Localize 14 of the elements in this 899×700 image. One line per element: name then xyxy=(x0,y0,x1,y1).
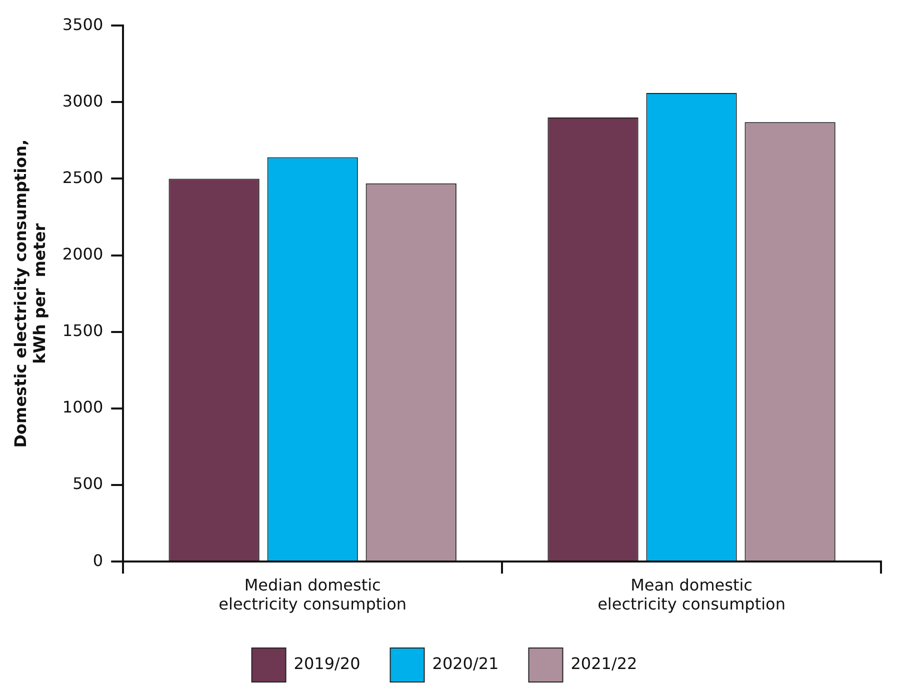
y-tick-label: 0 xyxy=(92,550,104,570)
x-tick-label: Median domestic electricity consumption xyxy=(218,575,407,614)
y-tick-label: 2500 xyxy=(62,168,104,187)
legend-label: 2019/20 xyxy=(294,654,360,674)
legend-label: 2021/22 xyxy=(570,654,638,674)
y-tick-label: 3000 xyxy=(62,91,104,110)
y-tick-label: 1500 xyxy=(62,321,104,340)
y-axis-title: Domestic electricity consumption, kWh per meter xyxy=(10,139,49,448)
legend-label: 2020/21 xyxy=(432,654,499,674)
y-tick-label: 2000 xyxy=(62,244,104,264)
y-tick-label: 3500 xyxy=(62,14,104,34)
x-tick-label: Mean domestic electricity consumption xyxy=(598,575,786,614)
y-tick-label: 500 xyxy=(72,474,104,494)
y-tick-label: 1000 xyxy=(62,398,104,417)
